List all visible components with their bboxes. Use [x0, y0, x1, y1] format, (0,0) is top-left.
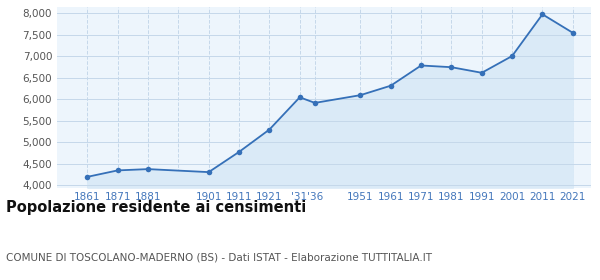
- Point: [113, 168, 122, 173]
- Point: [568, 31, 578, 35]
- Point: [538, 12, 547, 17]
- Point: [310, 101, 320, 105]
- Point: [356, 93, 365, 97]
- Point: [204, 170, 214, 174]
- Point: [265, 127, 274, 132]
- Point: [477, 71, 487, 75]
- Point: [143, 167, 153, 171]
- Point: [295, 95, 305, 100]
- Point: [416, 63, 426, 68]
- Point: [83, 175, 92, 179]
- Point: [508, 54, 517, 58]
- Point: [386, 83, 395, 88]
- Text: Popolazione residente ai censimenti: Popolazione residente ai censimenti: [6, 200, 306, 215]
- Point: [234, 150, 244, 154]
- Point: [446, 65, 456, 69]
- Text: COMUNE DI TOSCOLANO-MADERNO (BS) - Dati ISTAT - Elaborazione TUTTITALIA.IT: COMUNE DI TOSCOLANO-MADERNO (BS) - Dati …: [6, 252, 432, 262]
